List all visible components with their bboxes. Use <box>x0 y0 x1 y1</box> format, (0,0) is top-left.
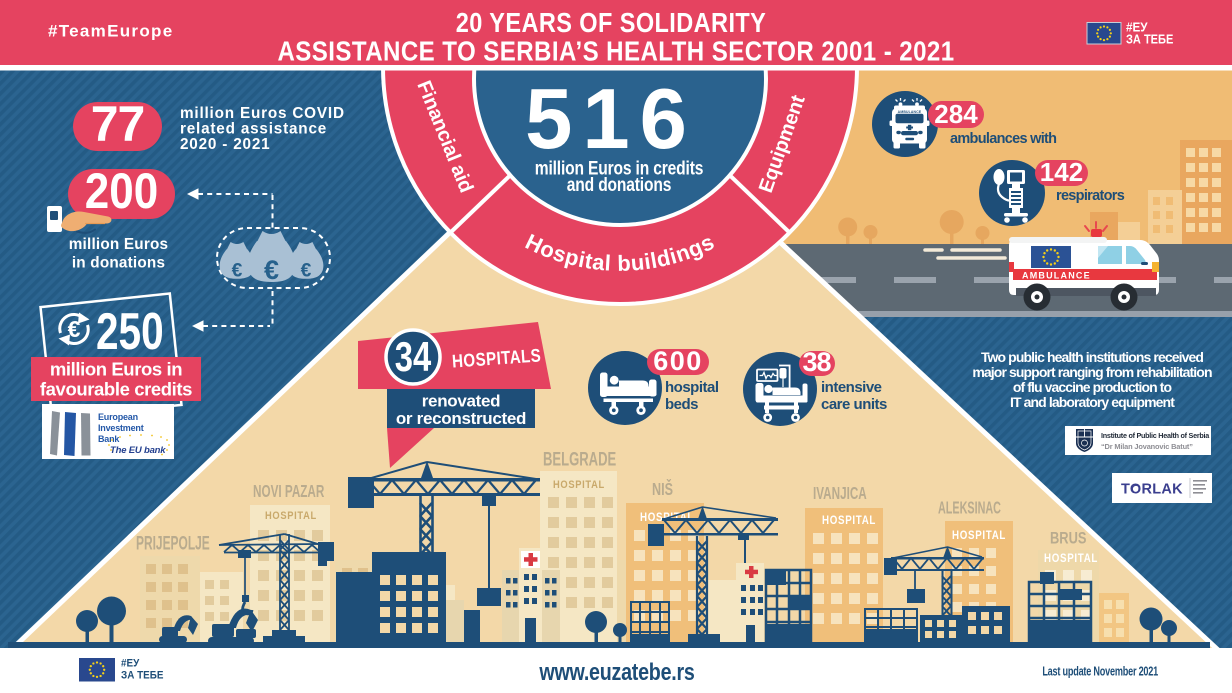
svg-text:600: 600 <box>653 346 703 376</box>
svg-text:ASSISTANCE TO SERBIA’S HEALTH: ASSISTANCE TO SERBIA’S HEALTH SECTOR 200… <box>277 35 954 67</box>
svg-text:AMBULANCE: AMBULANCE <box>898 110 922 114</box>
svg-text:or reconstructed: or reconstructed <box>396 409 526 428</box>
svg-text:in donations: in donations <box>72 255 165 272</box>
svg-text:Investment: Investment <box>98 423 144 433</box>
svg-text:ambulances with: ambulances with <box>950 131 1056 147</box>
svg-text:“Dr Milan Jovanovic Batut”: “Dr Milan Jovanovic Batut” <box>1101 442 1193 451</box>
svg-text:€: € <box>264 255 279 285</box>
svg-text:million Euros in: million Euros in <box>50 359 182 380</box>
svg-text:favourable credits: favourable credits <box>40 379 192 400</box>
svg-text:respirators: respirators <box>1056 188 1125 204</box>
svg-text:European: European <box>98 412 138 422</box>
svg-text:related assistance: related assistance <box>180 121 327 138</box>
svg-text:HOSPITAL: HOSPITAL <box>553 479 605 491</box>
svg-text:beds: beds <box>665 396 698 413</box>
svg-text:and donations: and donations <box>567 173 672 195</box>
svg-text:142: 142 <box>1040 157 1083 187</box>
svg-text:ЗА ТЕБЕ: ЗА ТЕБЕ <box>121 670 163 682</box>
svg-text:Last update November 2021: Last update November 2021 <box>1042 665 1158 679</box>
svg-text:The EU bank: The EU bank <box>110 445 166 456</box>
svg-text:of flu vaccine production to: of flu vaccine production to <box>1013 379 1172 395</box>
svg-text:#TeamEurope: #TeamEurope <box>48 22 173 41</box>
svg-text:million Euros: million Euros <box>69 236 169 253</box>
svg-text:AMBULANCE: AMBULANCE <box>1022 271 1091 281</box>
svg-text:20 YEARS OF SOLIDARITY: 20 YEARS OF SOLIDARITY <box>456 8 767 38</box>
svg-text:Institute of Public Health of: Institute of Public Health of Serbia <box>1101 431 1210 440</box>
svg-text:www.euzatebe.rs: www.euzatebe.rs <box>539 658 695 685</box>
svg-text:HOSPITAL: HOSPITAL <box>822 514 876 527</box>
svg-text:€: € <box>301 260 312 281</box>
svg-text:care units: care units <box>821 396 887 413</box>
svg-text:200: 200 <box>85 162 158 218</box>
svg-text:HOSPITAL: HOSPITAL <box>265 510 317 522</box>
svg-text:PRIJEPOLJE: PRIJEPOLJE <box>136 534 210 554</box>
svg-text:HOSPITAL: HOSPITAL <box>1044 552 1098 565</box>
svg-text:34: 34 <box>395 333 431 380</box>
svg-text:€: € <box>232 260 243 281</box>
svg-text:IVANJICA: IVANJICA <box>813 484 867 504</box>
svg-text:renovated: renovated <box>422 392 501 411</box>
svg-text:516: 516 <box>525 72 697 167</box>
svg-text:Bank: Bank <box>98 434 120 444</box>
svg-text:TORLAK: TORLAK <box>1121 482 1183 498</box>
svg-text:2020 - 2021: 2020 - 2021 <box>180 136 270 153</box>
svg-text:ALEKSINAC: ALEKSINAC <box>938 499 1001 518</box>
svg-text:ЗА ТЕБЕ: ЗА ТЕБЕ <box>1126 32 1173 47</box>
svg-text:intensive: intensive <box>821 379 882 396</box>
svg-text:38: 38 <box>802 347 831 377</box>
svg-text:million Euros COVID: million Euros COVID <box>180 105 345 122</box>
svg-text:IT and laboratory equipment: IT and laboratory equipment <box>1010 394 1175 410</box>
svg-text:major support ranging from reh: major support ranging from rehabilitatio… <box>972 364 1212 380</box>
svg-text:#ЕУ: #ЕУ <box>1126 20 1148 35</box>
svg-text:BELGRADE: BELGRADE <box>543 448 616 470</box>
svg-text:NOVI PAZAR: NOVI PAZAR <box>253 483 325 502</box>
svg-text:HOSPITAL: HOSPITAL <box>952 529 1006 542</box>
svg-text:BRUS: BRUS <box>1050 530 1087 548</box>
svg-text:€: € <box>68 316 81 342</box>
svg-text:77: 77 <box>91 96 145 152</box>
svg-text:hospital: hospital <box>665 379 719 396</box>
svg-text:284: 284 <box>934 99 978 129</box>
svg-text:million Euros in credits: million Euros in credits <box>535 157 704 179</box>
svg-text:#ЕУ: #ЕУ <box>121 658 140 670</box>
svg-text:NIŠ: NIŠ <box>652 479 673 500</box>
svg-text:Two public health institutions: Two public health institutions received <box>981 349 1203 365</box>
svg-text:250: 250 <box>96 302 164 360</box>
